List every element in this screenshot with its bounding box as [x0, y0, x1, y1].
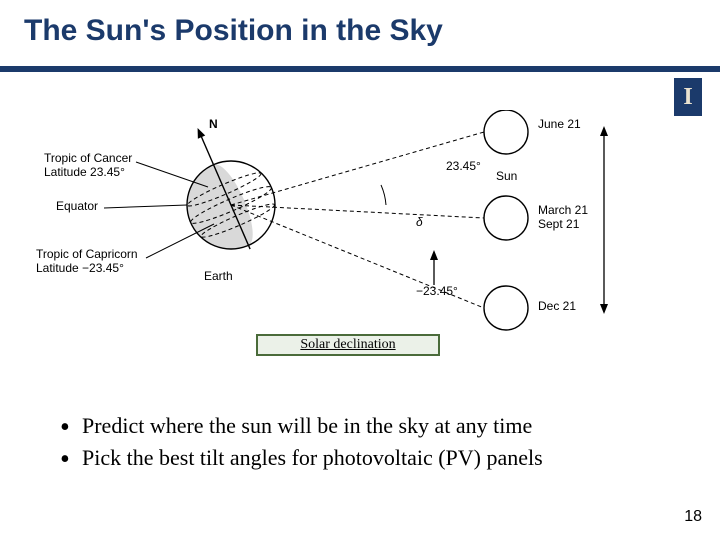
label-cancer-2: Latitude 23.45° [44, 165, 125, 179]
sun-dec21 [484, 286, 528, 330]
delta-arc [381, 185, 386, 205]
earth [157, 110, 290, 266]
sun-equinox [484, 196, 528, 240]
label-neg-angle: −23.45° [416, 284, 458, 298]
range-arrow-up [600, 126, 608, 136]
label-dec21: Dec 21 [538, 299, 576, 313]
leader-cancer [136, 162, 208, 187]
label-jun21: June 21 [538, 117, 581, 131]
page-number: 18 [684, 508, 702, 526]
range-arrow-down [600, 304, 608, 314]
neg-angle-arrowhead [430, 250, 438, 260]
institution-logo: I [674, 78, 702, 116]
label-pos-angle: 23.45° [446, 159, 481, 173]
bullet-1: Predict where the sun will be in the sky… [60, 410, 660, 442]
bullet-list: Predict where the sun will be in the sky… [60, 410, 660, 474]
diagram-caption: Solar declination [256, 334, 440, 356]
label-capricorn-2: Latitude −23.45° [36, 261, 124, 275]
label-cancer-1: Tropic of Cancer [44, 151, 132, 165]
label-n: N [209, 117, 218, 131]
solar-declination-diagram: δ N Tropic of Cancer Latitude 23.45° Equ… [36, 110, 636, 360]
title-rule [0, 66, 720, 72]
bullet-2: Pick the best tilt angles for photovolta… [60, 442, 660, 474]
label-mar21: March 21 [538, 203, 588, 217]
page-title: The Sun's Position in the Sky [24, 14, 443, 48]
sun-jun21 [484, 110, 528, 154]
slide: The Sun's Position in the Sky I [0, 0, 720, 540]
label-sep21: Sept 21 [538, 217, 580, 231]
logo-letter: I [683, 84, 692, 111]
delta-symbol: δ [416, 215, 423, 229]
leader-capricorn [146, 224, 214, 258]
label-equator: Equator [56, 199, 98, 213]
label-capricorn-1: Tropic of Capricorn [36, 247, 138, 261]
label-sun-word: Sun [496, 169, 517, 183]
label-earth: Earth [204, 269, 233, 283]
leader-equator [104, 205, 187, 208]
